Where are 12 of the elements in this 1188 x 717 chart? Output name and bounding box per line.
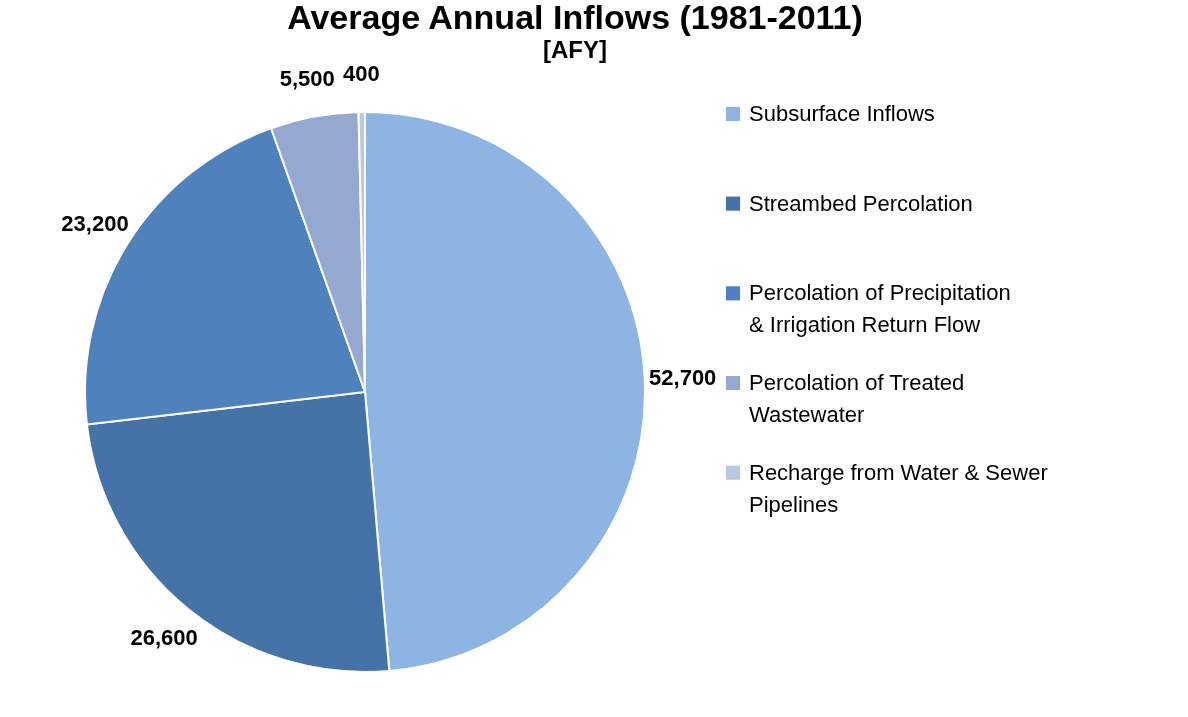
chart-subtitle: [AFY] xyxy=(543,36,607,64)
legend-label: Percolation of Treated Wastewater xyxy=(749,370,965,428)
data-label: 23,200 xyxy=(61,211,129,237)
legend-label: Streambed Percolation xyxy=(749,190,973,216)
data-label: 400 xyxy=(342,61,380,87)
chart-title: Average Annual Inflows (1981-2011) xyxy=(287,0,863,37)
legend-label: Recharge from Water & Sewer Pipelines xyxy=(749,459,1048,517)
legend-label: Percolation of Precipitation & Irrigation Return Flow xyxy=(749,280,1011,338)
data-label: 26,600 xyxy=(130,625,198,651)
data-label: 52,700 xyxy=(649,365,717,391)
data-label: 5,500 xyxy=(279,66,335,92)
legend-label: Subsurface Inflows xyxy=(749,100,935,126)
